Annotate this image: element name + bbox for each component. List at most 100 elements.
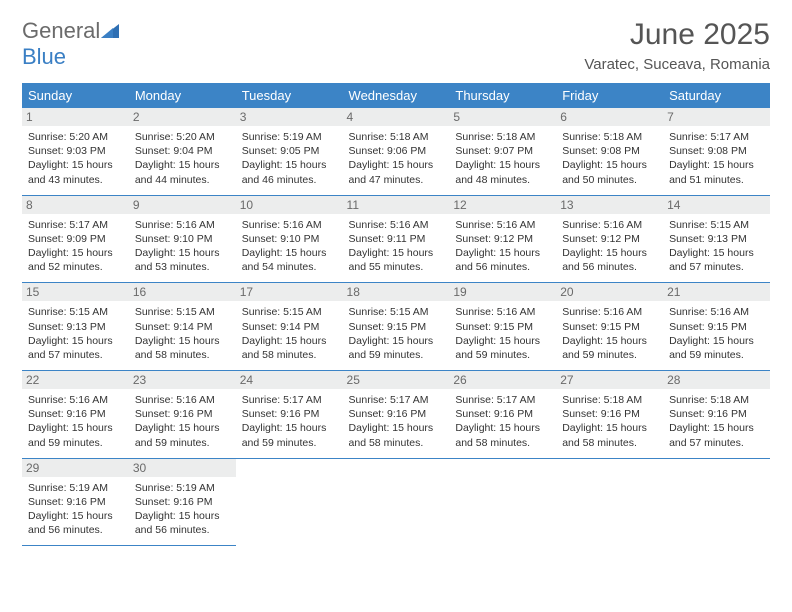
logo-text-general: General [22, 18, 100, 43]
day-number: 15 [22, 283, 129, 301]
calendar-cell: 10Sunrise: 5:16 AMSunset: 9:10 PMDayligh… [236, 195, 343, 283]
day-details: Sunrise: 5:15 AMSunset: 9:15 PMDaylight:… [349, 305, 444, 362]
calendar-cell: 2 Sunrise: 5:20 AMSunset: 9:04 PMDaylight… [129, 108, 236, 195]
logo-text-blue: Blue [22, 44, 66, 69]
calendar-cell: 16Sunrise: 5:15 AMSunset: 9:14 PMDayligh… [129, 283, 236, 371]
calendar-cell: 20 Sunrise: 5:16 AMSunset: 9:15 PMDayligh… [556, 283, 663, 371]
day-number: 6 [556, 108, 663, 126]
calendar-cell: 28Sunrise: 5:18 AMSunset: 9:16 PMDayligh… [663, 371, 770, 459]
calendar-cell: 12 Sunrise: 5:16 AMSunset: 9:12 PMDayligh… [449, 195, 556, 283]
day-number: 9 [129, 196, 236, 214]
day-details: Sunrise: 5:17 AMSunset: 9:08 PMDaylight:… [669, 130, 764, 187]
calendar-cell: 29 Sunrise: 5:19 AMSunset: 9:16 PMDayligh… [22, 458, 129, 546]
day-number: 27 [556, 371, 663, 389]
day-details: Sunrise: 5:16 AMSunset: 9:15 PMDaylight:… [455, 305, 550, 362]
header: General Blue June 2025 Varatec, Suceava,… [22, 18, 770, 73]
day-details: Sunrise: 5:16 AMSunset: 9:10 PMDaylight:… [135, 218, 230, 275]
day-number: 4 [343, 108, 450, 126]
day-number: 20 [556, 283, 663, 301]
day-number: 13 [556, 196, 663, 214]
day-number: 17 [236, 283, 343, 301]
day-details: Sunrise: 5:19 AMSunset: 9:16 PMDaylight:… [135, 481, 230, 538]
calendar-cell: 7 Sunrise: 5:17 AMSunset: 9:08 PMDaylight… [663, 108, 770, 195]
calendar-cell [449, 458, 556, 546]
calendar-cell: 26 Sunrise: 5:17 AMSunset: 9:16 PMDayligh… [449, 371, 556, 459]
day-details: Sunrise: 5:16 AMSunset: 9:12 PMDaylight:… [562, 218, 657, 275]
calendar-cell: 27 Sunrise: 5:18 AMSunset: 9:16 PMDayligh… [556, 371, 663, 459]
calendar-body: 1 Sunrise: 5:20 AMSunset: 9:03 PMDaylight… [22, 108, 770, 546]
calendar-row: 29 Sunrise: 5:19 AMSunset: 9:16 PMDayligh… [22, 458, 770, 546]
day-number: 29 [22, 459, 129, 477]
day-number: 11 [343, 196, 450, 214]
day-number: 10 [236, 196, 343, 214]
calendar-row: 22 Sunrise: 5:16 AMSunset: 9:16 PMDayligh… [22, 371, 770, 459]
day-number: 19 [449, 283, 556, 301]
day-details: Sunrise: 5:19 AMSunset: 9:16 PMDaylight:… [28, 481, 123, 538]
day-details: Sunrise: 5:17 AMSunset: 9:16 PMDaylight:… [455, 393, 550, 450]
calendar-cell: 30 Sunrise: 5:19 AMSunset: 9:16 PMDayligh… [129, 458, 236, 546]
day-number: 21 [663, 283, 770, 301]
day-number: 24 [236, 371, 343, 389]
calendar-cell: 23 Sunrise: 5:16 AMSunset: 9:16 PMDayligh… [129, 371, 236, 459]
day-number: 22 [22, 371, 129, 389]
day-details: Sunrise: 5:15 AMSunset: 9:14 PMDaylight:… [135, 305, 230, 362]
day-number: 1 [22, 108, 129, 126]
day-details: Sunrise: 5:16 AMSunset: 9:15 PMDaylight:… [562, 305, 657, 362]
calendar-cell: 6Sunrise: 5:18 AMSunset: 9:08 PMDaylight… [556, 108, 663, 195]
calendar-cell: 17Sunrise: 5:15 AMSunset: 9:14 PMDayligh… [236, 283, 343, 371]
day-details: Sunrise: 5:18 AMSunset: 9:16 PMDaylight:… [562, 393, 657, 450]
day-number: 7 [663, 108, 770, 126]
day-number: 28 [663, 371, 770, 389]
logo-text: General Blue [22, 18, 121, 70]
calendar-cell: 21 Sunrise: 5:16 AMSunset: 9:15 PMDayligh… [663, 283, 770, 371]
day-details: Sunrise: 5:20 AMSunset: 9:03 PMDaylight:… [28, 130, 123, 187]
brand-logo: General Blue [22, 18, 121, 70]
calendar-cell [556, 458, 663, 546]
day-number: 26 [449, 371, 556, 389]
calendar-cell: 11 Sunrise: 5:16 AMSunset: 9:11 PMDayligh… [343, 195, 450, 283]
day-details: Sunrise: 5:16 AMSunset: 9:11 PMDaylight:… [349, 218, 444, 275]
day-details: Sunrise: 5:16 AMSunset: 9:15 PMDaylight:… [669, 305, 764, 362]
calendar-cell: 15 Sunrise: 5:15 AMSunset: 9:13 PMDayligh… [22, 283, 129, 371]
calendar-cell: 4 Sunrise: 5:18 AMSunset: 9:06 PMDaylight… [343, 108, 450, 195]
weekday-header: Sunday [22, 83, 129, 108]
calendar-cell [236, 458, 343, 546]
day-number: 23 [129, 371, 236, 389]
day-details: Sunrise: 5:19 AMSunset: 9:05 PMDaylight:… [242, 130, 337, 187]
calendar-cell: 24Sunrise: 5:17 AMSunset: 9:16 PMDayligh… [236, 371, 343, 459]
calendar-cell: 5 Sunrise: 5:18 AMSunset: 9:07 PMDaylight… [449, 108, 556, 195]
calendar-cell: 1 Sunrise: 5:20 AMSunset: 9:03 PMDaylight… [22, 108, 129, 195]
weekday-header: Tuesday [236, 83, 343, 108]
day-number: 8 [22, 196, 129, 214]
month-title: June 2025 [584, 18, 770, 52]
day-number: 12 [449, 196, 556, 214]
weekday-header: Thursday [449, 83, 556, 108]
day-details: Sunrise: 5:15 AMSunset: 9:13 PMDaylight:… [28, 305, 123, 362]
day-number: 5 [449, 108, 556, 126]
day-number: 14 [663, 196, 770, 214]
logo-sail-icon [101, 22, 121, 43]
day-number: 2 [129, 108, 236, 126]
calendar-cell: 14Sunrise: 5:15 AMSunset: 9:13 PMDayligh… [663, 195, 770, 283]
calendar-cell: 22 Sunrise: 5:16 AMSunset: 9:16 PMDayligh… [22, 371, 129, 459]
calendar-row: 1 Sunrise: 5:20 AMSunset: 9:03 PMDaylight… [22, 108, 770, 195]
day-details: Sunrise: 5:18 AMSunset: 9:06 PMDaylight:… [349, 130, 444, 187]
day-number: 25 [343, 371, 450, 389]
day-details: Sunrise: 5:17 AMSunset: 9:09 PMDaylight:… [28, 218, 123, 275]
location-text: Varatec, Suceava, Romania [584, 56, 770, 73]
day-details: Sunrise: 5:17 AMSunset: 9:16 PMDaylight:… [349, 393, 444, 450]
calendar-row: 15 Sunrise: 5:15 AMSunset: 9:13 PMDayligh… [22, 283, 770, 371]
day-details: Sunrise: 5:16 AMSunset: 9:16 PMDaylight:… [28, 393, 123, 450]
calendar-cell: 19 Sunrise: 5:16 AMSunset: 9:15 PMDayligh… [449, 283, 556, 371]
calendar-header-row: SundayMondayTuesdayWednesdayThursdayFrid… [22, 83, 770, 108]
day-details: Sunrise: 5:16 AMSunset: 9:12 PMDaylight:… [455, 218, 550, 275]
day-number: 3 [236, 108, 343, 126]
calendar-cell: 18 Sunrise: 5:15 AMSunset: 9:15 PMDayligh… [343, 283, 450, 371]
day-number: 18 [343, 283, 450, 301]
weekday-header: Saturday [663, 83, 770, 108]
day-details: Sunrise: 5:18 AMSunset: 9:07 PMDaylight:… [455, 130, 550, 187]
day-number: 30 [129, 459, 236, 477]
day-details: Sunrise: 5:16 AMSunset: 9:16 PMDaylight:… [135, 393, 230, 450]
calendar-cell [343, 458, 450, 546]
day-details: Sunrise: 5:20 AMSunset: 9:04 PMDaylight:… [135, 130, 230, 187]
